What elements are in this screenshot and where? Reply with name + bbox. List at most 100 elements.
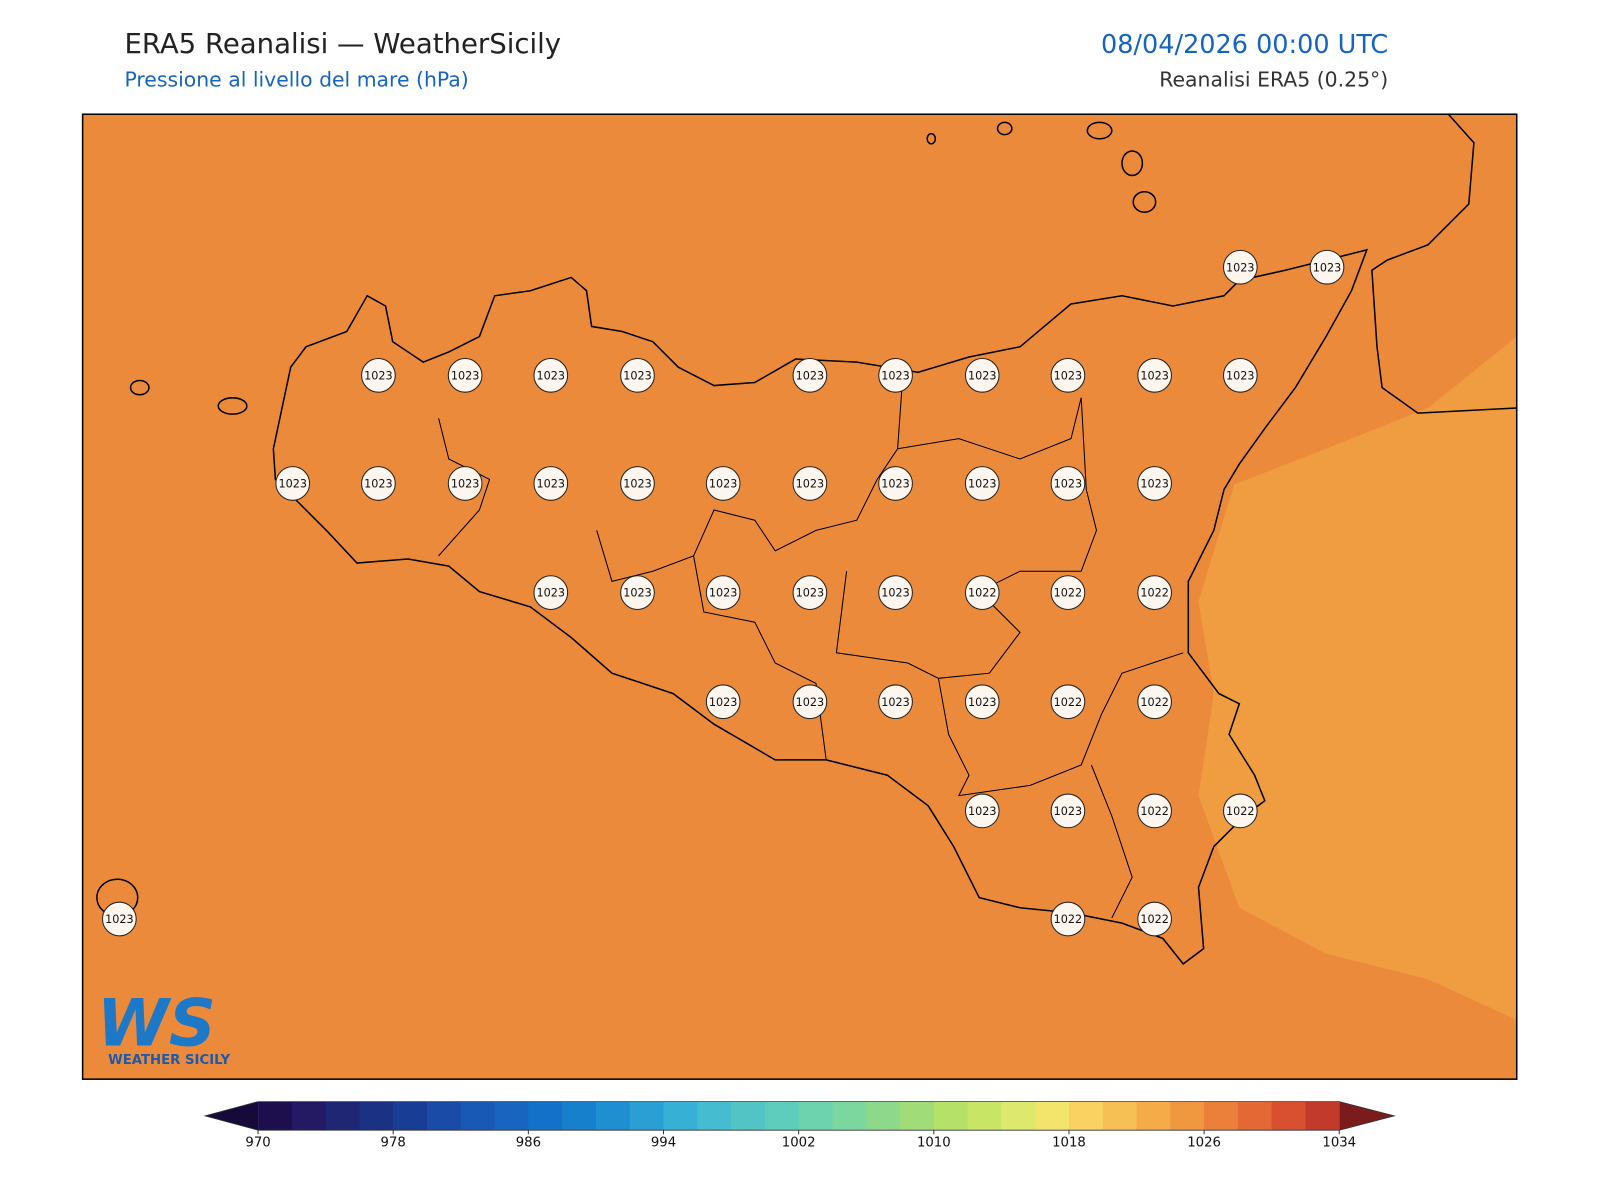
island <box>1121 150 1144 177</box>
colorbar-band <box>393 1101 428 1131</box>
pressure-area <box>1198 336 1517 1020</box>
station-marker <box>792 358 828 393</box>
colorbar-tick-label: 970 <box>245 1135 270 1150</box>
station-value: 1023 <box>881 369 910 382</box>
colorbar-band <box>528 1101 563 1131</box>
logo: WS WEATHER SICILY <box>97 985 231 1067</box>
colorbar-band <box>595 1101 631 1131</box>
station-value: 1023 <box>1140 369 1169 382</box>
station-marker <box>1309 249 1345 285</box>
colorbar-band <box>1068 1101 1104 1131</box>
station-value: 1023 <box>451 478 480 491</box>
figure: ERA5 Reanalisi — WeatherSicily Pressione… <box>81 28 1518 1150</box>
colorbar-band <box>697 1101 732 1131</box>
sicily-coast <box>272 248 1369 965</box>
logo-text: WEATHER SICILY <box>108 1053 230 1068</box>
station-marker <box>1137 793 1172 829</box>
colorbar-band <box>900 1101 935 1131</box>
station-marker <box>620 466 655 501</box>
station-value: 1023 <box>1226 261 1255 274</box>
colorbar-band <box>663 1101 698 1131</box>
station-marker <box>533 575 569 610</box>
colorbar-band <box>359 1101 394 1131</box>
station-value: 1023 <box>278 478 307 491</box>
station-value: 1023 <box>968 369 997 382</box>
station-marker <box>878 466 913 501</box>
colorbar-tick-label: 978 <box>381 1135 406 1150</box>
station-value: 1022 <box>1054 913 1083 926</box>
station-marker <box>1050 684 1086 720</box>
map-frame <box>81 113 1518 1080</box>
colorbar-band <box>1237 1101 1273 1131</box>
station-value: 1023 <box>968 805 997 818</box>
colorbar-band <box>1271 1101 1306 1131</box>
station-marker <box>964 466 1000 501</box>
station-value: 1022 <box>1140 805 1169 818</box>
station-value: 1023 <box>1226 369 1255 382</box>
colorbar-band <box>460 1101 496 1131</box>
station-labels: 1023 1023 1023 1023 1023 1023 1023 1023 1023 1023… <box>101 249 1345 937</box>
station-value: 1023 <box>796 587 825 600</box>
station-value: 1023 <box>1140 478 1169 491</box>
station-marker <box>1222 793 1258 829</box>
colorbar-band <box>967 1101 1002 1131</box>
colorbar-band <box>1305 1101 1340 1131</box>
station-marker <box>964 575 1000 610</box>
station-value: 1022 <box>968 587 997 600</box>
station-value: 1023 <box>881 478 910 491</box>
station-value: 1023 <box>364 369 393 382</box>
island <box>129 379 150 396</box>
station-value: 1022 <box>1140 696 1169 709</box>
station-marker <box>792 575 828 610</box>
station-marker <box>705 684 741 720</box>
colorbar-band <box>798 1101 833 1131</box>
station-marker <box>964 793 1000 829</box>
colorbar-band <box>426 1101 462 1131</box>
island <box>1086 121 1113 140</box>
station-value: 1023 <box>1054 478 1083 491</box>
station-marker <box>1050 466 1086 501</box>
island <box>926 132 937 145</box>
station-marker <box>878 684 913 720</box>
colorbar-tick-label: 1018 <box>1052 1135 1086 1150</box>
colorbar-tick-label: 1002 <box>782 1135 816 1150</box>
station-marker <box>620 575 655 610</box>
colorbar-band <box>1170 1101 1205 1131</box>
colorbar-tick-label: 1010 <box>917 1135 951 1150</box>
station-value: 1023 <box>1054 369 1083 382</box>
station-marker <box>275 466 311 501</box>
colorbar-band <box>764 1101 800 1131</box>
station-value: 1023 <box>537 587 566 600</box>
station-value: 1023 <box>1313 261 1342 274</box>
station-marker <box>1137 466 1172 501</box>
colorbar-band <box>866 1101 901 1131</box>
colorbar-band <box>562 1101 597 1131</box>
colorbar-band <box>1102 1101 1138 1131</box>
colorbar-band <box>1035 1101 1070 1131</box>
station-value: 1023 <box>968 478 997 491</box>
station-value: 1023 <box>881 696 910 709</box>
station-value: 1022 <box>1054 587 1083 600</box>
station-value: 1023 <box>451 369 480 382</box>
calabria-coast <box>1371 114 1517 414</box>
station-marker <box>1137 575 1172 610</box>
station-marker <box>964 684 1000 720</box>
map: 1023 1023 1023 1023 1023 1023 1023 1023 1023 1023… <box>82 114 1517 1080</box>
station-marker <box>447 466 483 501</box>
station-marker <box>1137 358 1172 393</box>
colorbar-under <box>205 1101 259 1131</box>
station-marker <box>792 466 828 501</box>
colorbar-band <box>832 1101 867 1131</box>
colorbar-band <box>325 1101 360 1131</box>
title: ERA5 Reanalisi — WeatherSicily <box>124 28 561 60</box>
colorbar-band <box>1204 1101 1239 1131</box>
station-marker <box>447 358 483 393</box>
station-marker <box>878 358 913 393</box>
station-marker <box>1050 358 1086 393</box>
datetime: 08/04/2026 00:00 UTC <box>1101 30 1388 60</box>
station-marker <box>101 901 137 937</box>
colorbar-band <box>258 1101 293 1131</box>
station-marker <box>533 358 569 393</box>
colorbar-tick-label: 994 <box>651 1135 676 1150</box>
station-value: 1023 <box>881 587 910 600</box>
